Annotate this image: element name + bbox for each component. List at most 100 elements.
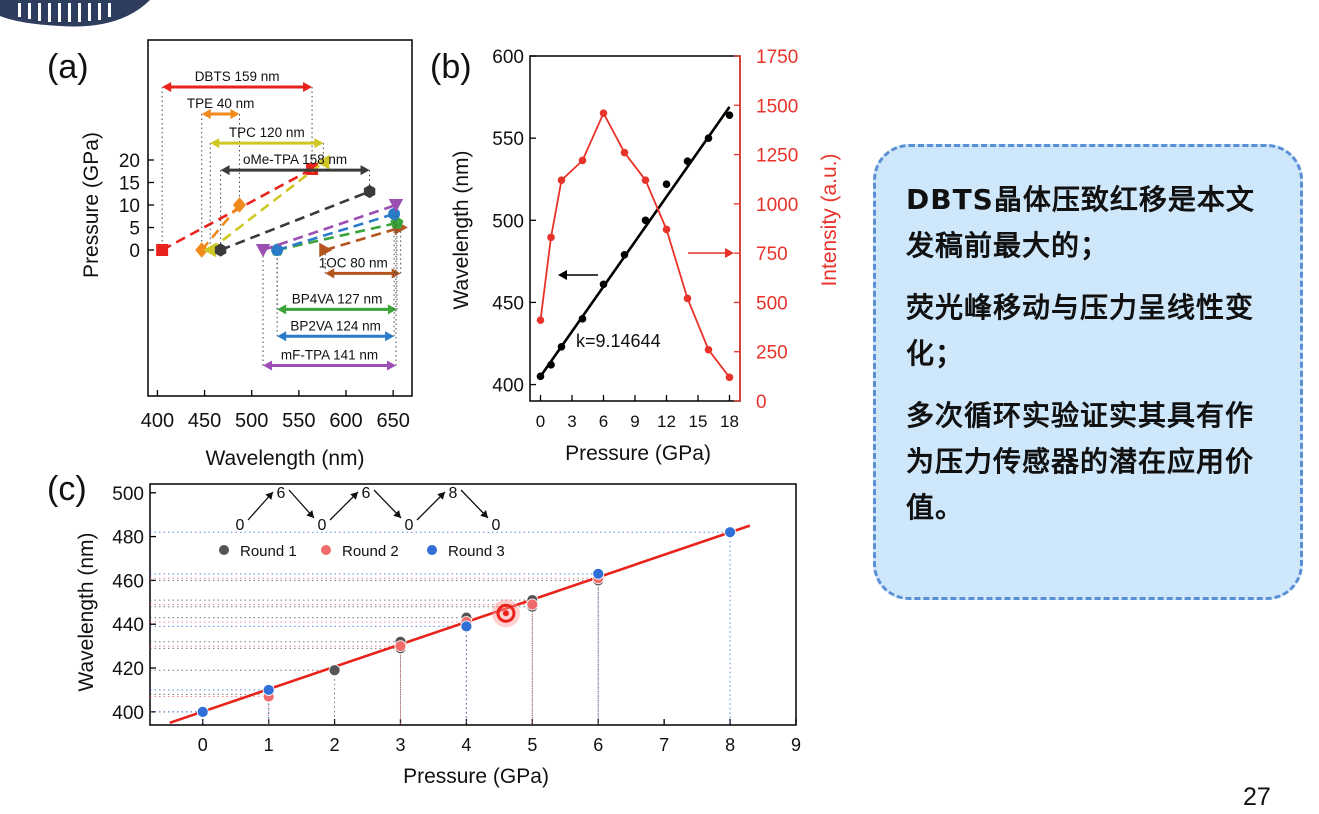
panel-a-xlabel: Wavelength (nm) bbox=[205, 447, 364, 470]
panel-a-ytick-label: 0 bbox=[129, 241, 140, 262]
panel-a-frame bbox=[147, 39, 413, 397]
cycle-arrow-head bbox=[265, 492, 273, 500]
panel-b-ytick-label: 400 bbox=[492, 376, 524, 397]
panel-a-xtick-label: 600 bbox=[329, 410, 362, 432]
panel-b-xtick-label: 9 bbox=[630, 412, 639, 431]
wavelength-point bbox=[557, 342, 566, 351]
cycle-arrow-head bbox=[350, 492, 358, 500]
arrow-head bbox=[303, 81, 313, 92]
figure: (a)400 450 500 550 600 65005101520Wavelength … bbox=[47, 39, 841, 788]
cycle-label: 6 bbox=[362, 485, 371, 502]
start-marker bbox=[271, 244, 284, 256]
panel-c-ytick-label: 400 bbox=[112, 703, 144, 724]
cycle-arrow-head bbox=[306, 510, 314, 518]
start-marker bbox=[255, 244, 271, 258]
panel-b-ytick-label: 550 bbox=[492, 129, 524, 150]
wavelength-point bbox=[599, 280, 608, 289]
wavelength-point bbox=[725, 111, 734, 119]
wavelength-point bbox=[578, 315, 587, 323]
summary-callout: DBTS晶体压致红移是本文发稿前最大的； 荧光峰移动与压力呈线性变化； 多次循环… bbox=[873, 144, 1303, 600]
panel-c-ytick-label: 420 bbox=[112, 659, 144, 680]
callout-line-2: 荧光峰移动与压力呈线性变化； bbox=[906, 291, 1255, 370]
panel-c-xtick-label: 1 bbox=[264, 735, 274, 755]
span-label: TPE 40 nm bbox=[187, 96, 255, 111]
sample-mF-TPA: mF-TPA 141 nm bbox=[255, 199, 404, 371]
left-axis-arrow-head bbox=[558, 270, 567, 280]
arrow-head bbox=[263, 360, 273, 371]
trend-line bbox=[200, 204, 241, 251]
panel-a-xtick-label: 450 bbox=[188, 410, 221, 432]
page-number: 27 bbox=[1243, 783, 1271, 811]
arrow-head bbox=[387, 304, 397, 315]
trend-line bbox=[276, 212, 395, 252]
university-logo bbox=[0, 0, 150, 28]
panel-b-xtick-label: 15 bbox=[689, 412, 708, 431]
legend-label: Round 1 bbox=[240, 543, 297, 560]
trend-line bbox=[209, 161, 325, 252]
panel-b-y2tick-label: 750 bbox=[756, 244, 788, 265]
arrow-head bbox=[220, 165, 230, 176]
arrow-head bbox=[360, 165, 370, 176]
sample-oMe-TPA: oMe-TPA 158 nm bbox=[214, 152, 376, 257]
wavelength-point bbox=[641, 216, 650, 225]
wavelength-point bbox=[620, 250, 629, 259]
arrow-head bbox=[314, 138, 324, 149]
wavelength-point bbox=[683, 157, 692, 165]
panel-b-xlabel: Pressure (GPa) bbox=[565, 442, 711, 465]
panel-b-fit-line bbox=[539, 106, 731, 378]
span-label: BP2VA 124 nm bbox=[290, 318, 381, 333]
cycle-label: 0 bbox=[405, 517, 414, 534]
end-marker bbox=[363, 184, 376, 199]
cycle-label: 0 bbox=[236, 517, 245, 534]
start-marker bbox=[214, 243, 227, 257]
panel-a-xtick-label: 400 bbox=[141, 410, 174, 432]
panel-b-xtick-label: 6 bbox=[599, 412, 608, 431]
panel-a-xtick-label: 500 bbox=[235, 410, 268, 432]
cycle-label: 0 bbox=[318, 517, 327, 534]
panel-c-xtick-label: 7 bbox=[659, 735, 669, 755]
arrow-head bbox=[210, 138, 220, 149]
cycle-label: 0 bbox=[492, 517, 501, 534]
slope-annotation: k=9.14644 bbox=[576, 331, 661, 351]
panel-c-ylabel: Wavelength (nm) bbox=[75, 532, 98, 691]
panel-c-xtick-label: 4 bbox=[461, 735, 471, 755]
panel-c-xtick-label: 2 bbox=[330, 735, 340, 755]
cycle-label: 6 bbox=[277, 485, 286, 502]
panel-b-ytick-label: 450 bbox=[492, 293, 524, 314]
intensity-point bbox=[620, 148, 629, 157]
intensity-point bbox=[725, 373, 734, 382]
panel-a-ytick-label: 10 bbox=[119, 196, 140, 217]
panel-a-ytick-label: 5 bbox=[129, 219, 140, 240]
panel-b-xtick-label: 18 bbox=[720, 412, 739, 431]
highlight-dot bbox=[502, 610, 509, 617]
panel-c-xtick-label: 6 bbox=[593, 735, 603, 755]
sample-BP4VA: BP4VA 127 nm bbox=[270, 216, 404, 315]
trend-line bbox=[262, 203, 397, 252]
legend-marker bbox=[427, 545, 437, 555]
start-marker bbox=[156, 244, 169, 256]
panel-c-xtick-label: 3 bbox=[395, 735, 405, 755]
panel-b-y2tick-label: 1000 bbox=[756, 195, 798, 216]
point-round-3 bbox=[592, 567, 605, 580]
point-round-1 bbox=[328, 664, 341, 677]
panel-a-ylabel: Pressure (GPa) bbox=[80, 132, 103, 278]
panel-c-xlabel: Pressure (GPa) bbox=[403, 765, 549, 788]
panel-b-xtick-label: 0 bbox=[536, 412, 545, 431]
intensity-point bbox=[578, 156, 587, 165]
arrow-head bbox=[230, 108, 240, 119]
intensity-point bbox=[704, 345, 713, 354]
end-marker bbox=[388, 199, 404, 213]
wavelength-point bbox=[662, 180, 671, 188]
span-label: TPC 120 nm bbox=[229, 125, 305, 140]
sample-TPC: TPC 120 nm bbox=[203, 125, 330, 258]
point-round-3 bbox=[724, 526, 736, 539]
panel-b-y2tick-label: 1250 bbox=[756, 146, 798, 167]
panel-b-label: (b) bbox=[430, 48, 472, 86]
trend-line bbox=[276, 221, 398, 252]
right-axis-arrow-head bbox=[725, 248, 734, 258]
panel-b-y2label: Intensity (a.u.) bbox=[818, 153, 841, 286]
intensity-point bbox=[641, 176, 650, 184]
panel-c-xtick-label: 5 bbox=[527, 735, 537, 755]
intensity-point bbox=[547, 233, 555, 242]
